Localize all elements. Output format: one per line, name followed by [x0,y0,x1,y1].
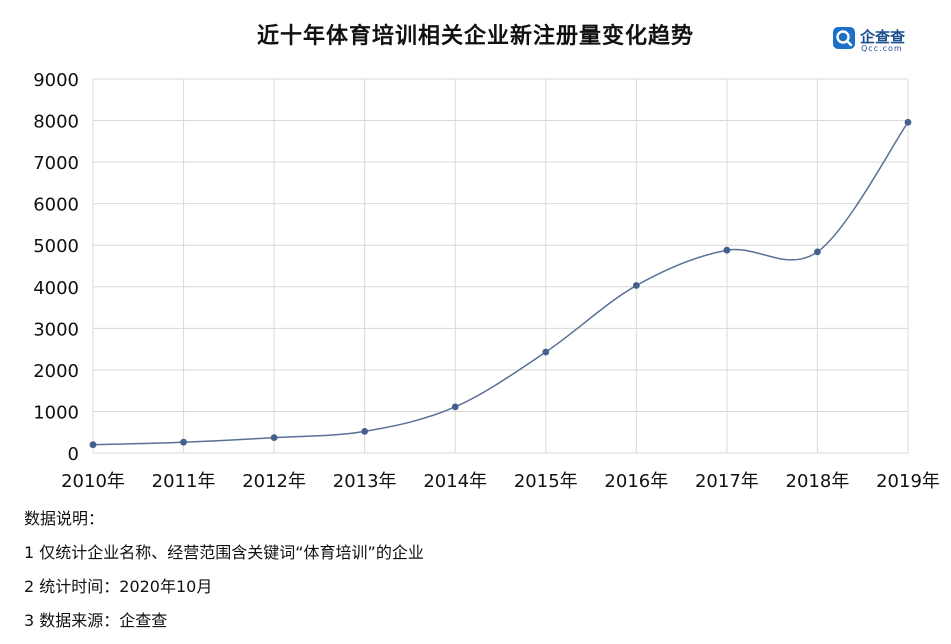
y-tick-label: 9000 [33,70,79,91]
data-point-2011年 [180,438,187,446]
qcc-logo-icon [833,27,855,49]
note-item-1: 1 仅统计企业名称、经营范围含关键词“体育培训”的企业 [24,543,424,562]
y-tick-label: 7000 [33,153,79,174]
data-point-2012年 [270,434,278,442]
chart-grid [92,78,909,454]
x-tick-label: 2012年 [242,471,306,492]
chart-title: 近十年体育培训相关企业新注册量变化趋势 [256,24,694,49]
data-points [89,118,912,449]
x-tick-label: 2015年 [514,471,578,492]
data-point-2018年 [814,248,821,256]
data-point-2017年 [723,246,731,254]
x-tick-label: 2018年 [786,471,850,492]
y-tick-label: 4000 [33,278,79,299]
data-point-2016年 [632,282,640,289]
data-notes: 数据说明： 1 仅统计企业名称、经营范围含关键词“体育培训”的企业 2 统计时间… [24,508,424,644]
logo-name: 企查查 [860,28,906,46]
x-tick-label: 2019年 [876,471,940,492]
y-tick-label: 1000 [33,402,79,423]
y-axis-tick-labels: 0 1000 2000 3000 4000 5000 6000 7000 8000 9000 [33,70,79,465]
x-tick-label: 2011年 [152,471,216,492]
y-tick-label: 0 [68,444,79,465]
line-chart: 0 1000 2000 3000 4000 5000 6000 7000 8000 9000 20… [33,70,940,492]
y-tick-label: 2000 [33,361,79,382]
x-tick-label: 2014年 [423,471,487,492]
series-line [92,121,909,446]
x-tick-label: 2013年 [333,471,397,492]
data-point-2019年 [904,118,912,126]
data-point-2015年 [542,348,550,356]
x-tick-label: 2016年 [604,471,668,492]
note-item-2: 2 统计时间：2020年10月 [24,577,213,596]
y-tick-label: 3000 [33,319,79,340]
data-point-2013年 [361,427,369,435]
brand-logo: 企查查 Qcc.com [832,24,932,58]
y-tick-label: 5000 [33,236,79,257]
x-axis-tick-labels: 2010年 2011年 2012年 2013年 2014年 2015年 2016年 2017年… [61,471,940,492]
x-tick-label: 2010年 [61,471,125,492]
note-item-3: 3 数据来源：企查查 [24,611,168,630]
notes-heading: 数据说明： [24,509,105,528]
x-tick-label: 2017年 [695,471,759,492]
data-point-2010年 [89,441,97,449]
y-tick-label: 6000 [33,195,79,216]
logo-subtitle: Qcc.com [861,44,903,53]
y-tick-label: 8000 [33,112,79,133]
series-line-group [92,121,909,446]
data-point-2014年 [451,403,459,411]
